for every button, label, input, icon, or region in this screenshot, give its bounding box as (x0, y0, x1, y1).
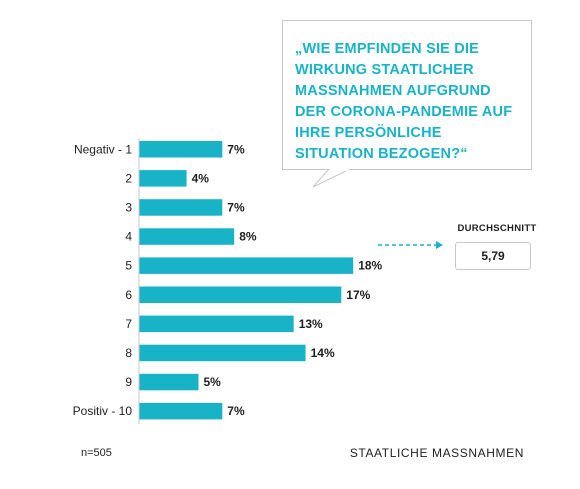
bar-7 (139, 315, 294, 333)
average-value: 5,79 (481, 249, 505, 263)
category-label-3: 3 (125, 200, 132, 214)
category-label-9: 9 (125, 375, 132, 389)
value-label-9: 5% (204, 375, 222, 389)
value-label-5: 18% (358, 259, 382, 273)
value-label-3: 7% (227, 200, 245, 214)
average-arrow-head (436, 241, 443, 249)
bar-3 (139, 199, 223, 216)
category-labels: Negativ - 1 2 3 4 5 6 7 8 9 Positiv - 10 (73, 142, 133, 418)
category-label-10: Positiv - 10 (73, 404, 133, 418)
value-label-4: 8% (239, 230, 257, 244)
average-title: DURCHSCHNITT (457, 223, 537, 234)
chart-title: „WIE EMPFINDEN SIE DIE WIRKUNG STAATLICH… (295, 41, 513, 162)
bar-6 (139, 286, 342, 303)
category-label-6: 6 (125, 288, 132, 302)
category-label-4: 4 (125, 230, 132, 244)
question-bubble: „WIE EMPFINDEN SIE DIE WIRKUNG STAATLICH… (282, 20, 532, 170)
bar-4 (139, 228, 235, 245)
value-label-2: 4% (192, 171, 210, 185)
bar-2 (139, 170, 187, 187)
average-value-box: 5,79 (455, 242, 531, 270)
value-label-8: 14% (311, 346, 335, 360)
bar-8 (139, 344, 306, 362)
bar-1 (139, 141, 223, 158)
source-label: STAATLICHE MASSNAHMEN (349, 446, 524, 460)
bar-9 (139, 373, 199, 391)
category-label-8: 8 (125, 346, 132, 360)
category-label-7: 7 (125, 317, 132, 331)
value-labels: 7% 4% 7% 8% 18% 17% 13% 14% 5% 7% (192, 142, 383, 418)
bubble-tail (312, 168, 351, 188)
bar-10 (139, 402, 223, 420)
value-label-7: 13% (299, 317, 323, 331)
bubble-tail-joint (330, 168, 349, 171)
sample-size: n=505 (81, 447, 112, 459)
category-label-2: 2 (125, 171, 132, 185)
bars-group (139, 141, 354, 420)
value-label-6: 17% (346, 288, 370, 302)
value-label-10: 7% (227, 404, 245, 418)
value-label-1: 7% (227, 142, 245, 156)
category-label-1: Negativ - 1 (74, 142, 132, 156)
category-label-5: 5 (125, 259, 132, 273)
bar-5 (139, 257, 354, 274)
